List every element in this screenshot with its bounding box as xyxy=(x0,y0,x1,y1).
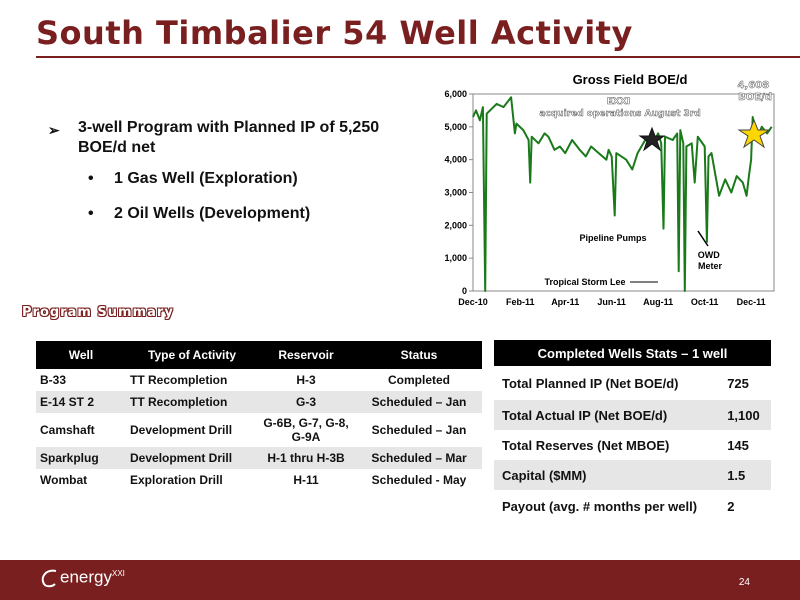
stats-row: Total Planned IP (Net BOE/d) 725 xyxy=(494,366,771,400)
cell-type: TT Recompletion xyxy=(126,391,256,413)
table-row: B-33 TT Recompletion H-3 Completed xyxy=(36,369,482,391)
bullet-sub-text: 2 Oil Wells (Development) xyxy=(114,205,311,222)
cell-well: E-14 ST 2 xyxy=(36,391,126,413)
company-logo: energyXXI xyxy=(38,567,125,589)
col-header-status: Status xyxy=(356,341,482,369)
boe-annotation: 4,608 BOE/d xyxy=(737,80,772,103)
y-tick-label: 2,000 xyxy=(444,220,467,230)
stats-label: Total Reserves (Net MBOE) xyxy=(502,437,670,453)
footer-bar: energyXXI 24 xyxy=(0,560,800,600)
x-tick-label: Aug-11 xyxy=(643,297,673,307)
plot-area xyxy=(472,93,775,292)
stats-label: Total Planned IP (Net BOE/d) xyxy=(502,375,679,391)
current-rate-star-icon xyxy=(737,118,771,149)
stats-header: Completed Wells Stats – 1 well xyxy=(494,340,771,366)
stats-value: 145 xyxy=(727,437,749,453)
stats-label: Payout (avg. # months per well) xyxy=(502,498,698,514)
stats-row: Capital ($MM) 1.5 xyxy=(494,460,771,490)
stats-label: Total Actual IP (Net BOE/d) xyxy=(494,400,720,430)
cell-status: Completed xyxy=(387,373,450,387)
cell-well: Wombat xyxy=(40,473,88,487)
program-summary-label: Program Summary xyxy=(22,305,174,320)
stats-value: 725 xyxy=(727,375,749,391)
cell-reservoir: H-1 thru H-3B xyxy=(256,447,356,469)
stats-row: Total Reserves (Net MBOE) 145 xyxy=(494,430,771,460)
logo-sup: XXI xyxy=(111,568,125,578)
swoosh-icon xyxy=(41,569,57,588)
bullet-sub-text: 1 Gas Well (Exploration) xyxy=(114,170,298,187)
storm-annotation: Tropical Storm Lee xyxy=(544,277,625,287)
stats-value: 1,100 xyxy=(719,400,771,430)
y-tick-label: 3,000 xyxy=(444,188,467,198)
y-tick-label: 4,000 xyxy=(444,155,467,165)
stats-value: 2 xyxy=(727,498,735,514)
col-header-type: Type of Activity xyxy=(126,341,256,369)
program-table: Well Type of Activity Reservoir Status B… xyxy=(36,341,482,491)
cell-reservoir: G-3 xyxy=(256,391,356,413)
cell-type: Development Drill xyxy=(126,447,256,469)
cell-status: Scheduled – Jan xyxy=(371,423,467,437)
table-row: Sparkplug Development Drill H-1 thru H-3… xyxy=(36,447,482,469)
bullet-main-text: 3-well Program with Planned IP of 5,250 … xyxy=(78,119,380,156)
arrow-bullet-icon: ➢ xyxy=(48,122,60,138)
x-tick-label: Dec-11 xyxy=(737,297,766,307)
col-header-reservoir: Reservoir xyxy=(256,341,356,369)
cell-status: Scheduled - May xyxy=(371,473,467,487)
x-tick-label: Oct-11 xyxy=(691,297,719,307)
cell-well: B-33 xyxy=(40,373,67,387)
stats-value: 1.5 xyxy=(719,460,771,490)
cell-well: Sparkplug xyxy=(36,447,126,469)
x-tick-label: Dec-10 xyxy=(458,297,488,307)
cell-status: Scheduled – Jan xyxy=(356,391,482,413)
table-row: Wombat Exploration Drill H-11 Scheduled … xyxy=(36,469,482,491)
page-number: 24 xyxy=(738,577,750,588)
owd-annotation: OWD Meter xyxy=(698,250,723,271)
table-row: E-14 ST 2 TT Recompletion G-3 Scheduled … xyxy=(36,391,482,413)
y-tick-label: 1,000 xyxy=(444,253,467,263)
stats-row: Payout (avg. # months per well) 2 xyxy=(494,490,771,522)
stats-row: Total Actual IP (Net BOE/d) 1,100 xyxy=(494,400,771,430)
boe-chart: Gross Field BOE/d 0 1,000 2,000 3,000 4,000 5… xyxy=(444,72,775,307)
dot-bullet-icon: • xyxy=(88,170,94,187)
x-tick-label: Apr-11 xyxy=(551,297,579,307)
stats-table: Completed Wells Stats – 1 well Total Pla… xyxy=(494,340,771,522)
x-tick-label: Jun-11 xyxy=(597,297,626,307)
exxi-annotation: EXXI acquired operations August 3rd xyxy=(539,97,700,119)
y-tick-label: 6,000 xyxy=(444,89,467,99)
cell-status: Scheduled – Mar xyxy=(356,447,482,469)
series-line xyxy=(472,96,773,292)
owd-arrow xyxy=(697,230,709,247)
y-tick-label: 5,000 xyxy=(444,122,467,132)
cell-type: Exploration Drill xyxy=(130,473,223,487)
stats-label: Capital ($MM) xyxy=(494,460,720,490)
y-tick-label: 0 xyxy=(462,286,467,296)
table-row: Camshaft Development Drill G-6B, G-7, G-… xyxy=(36,413,482,447)
dot-bullet-icon: • xyxy=(88,205,94,222)
stats-header-row: Completed Wells Stats – 1 well xyxy=(494,340,771,366)
col-header-well: Well xyxy=(36,341,126,369)
cell-reservoir: H-3 xyxy=(296,373,316,387)
acquisition-star-icon xyxy=(638,126,666,152)
program-table-header: Well Type of Activity Reservoir Status xyxy=(36,341,482,369)
chart-title: Gross Field BOE/d xyxy=(573,72,688,87)
cell-type: Development Drill xyxy=(130,423,233,437)
logo-text: energy xyxy=(60,567,112,587)
cell-well: Camshaft xyxy=(40,423,95,437)
title-rule xyxy=(36,56,800,58)
x-tick-label: Feb-11 xyxy=(506,297,535,307)
cell-reservoir: H-11 xyxy=(293,473,319,487)
cell-type: TT Recompletion xyxy=(130,373,228,387)
page-title: South Timbalier 54 Well Activity xyxy=(36,14,633,52)
pipeline-annotation: Pipeline Pumps xyxy=(579,233,646,243)
cell-reservoir: G-6B, G-7, G-8, G-9A xyxy=(263,416,349,444)
